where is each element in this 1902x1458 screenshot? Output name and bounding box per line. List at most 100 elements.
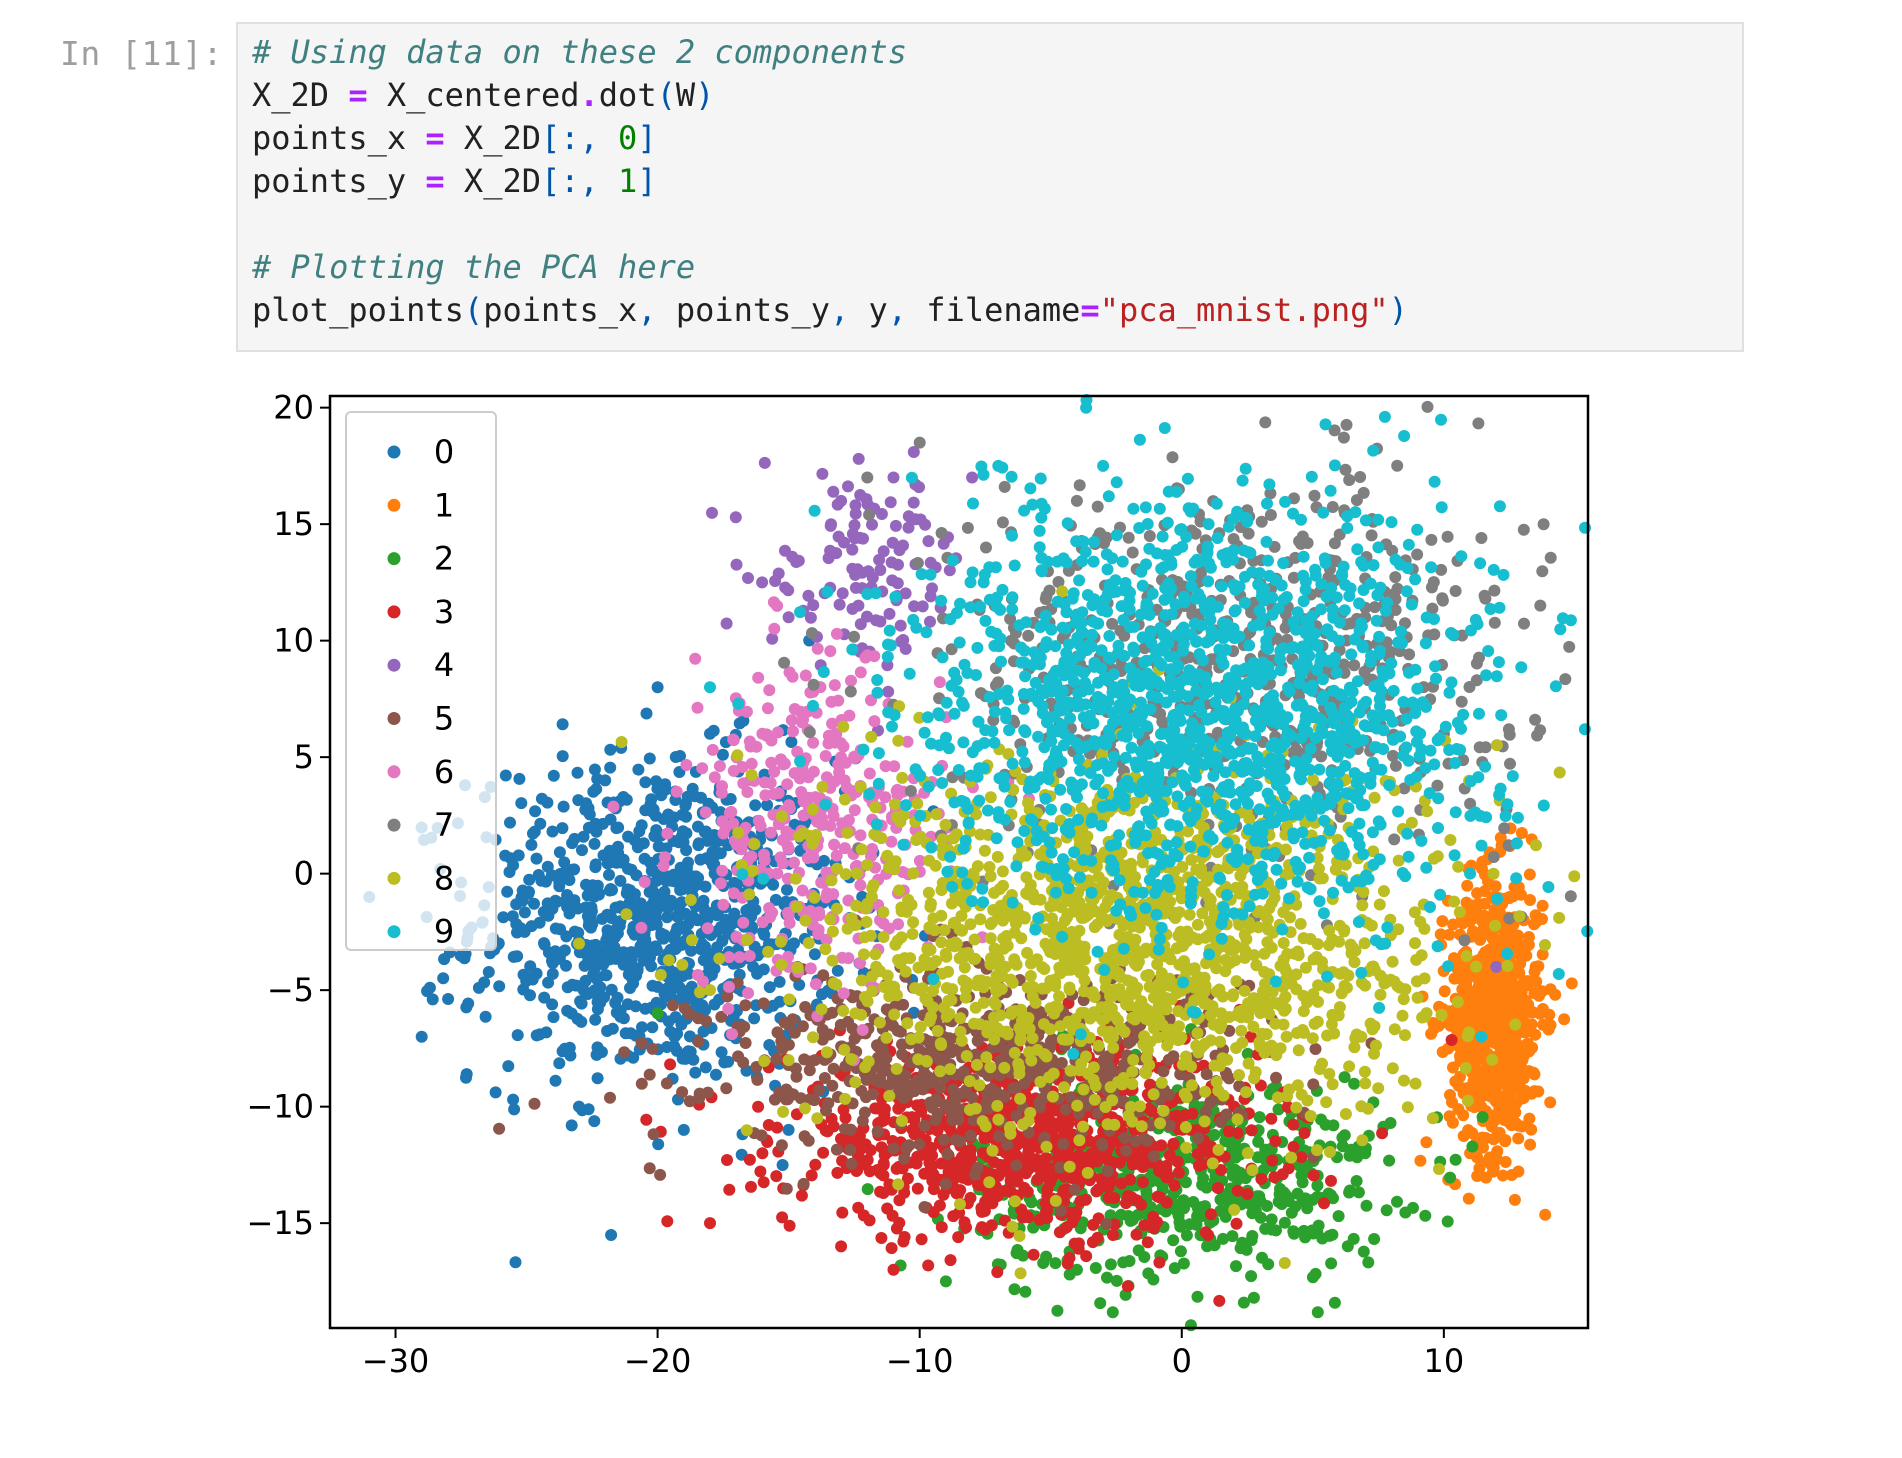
point-class-4 <box>887 471 900 484</box>
point-class-8 <box>1386 1062 1399 1075</box>
point-class-4 <box>857 532 869 545</box>
point-class-2 <box>1306 1271 1319 1284</box>
point-class-7 <box>911 557 924 569</box>
point-class-7 <box>913 436 926 449</box>
point-class-5 <box>1068 1183 1081 1196</box>
point-class-0 <box>566 863 579 876</box>
point-class-7 <box>803 726 816 739</box>
point-class-0 <box>507 1093 520 1106</box>
point-class-0 <box>604 761 617 774</box>
point-class-2 <box>1319 1118 1332 1131</box>
point-class-7 <box>1531 729 1544 742</box>
point-class-6 <box>863 767 876 780</box>
point-class-2 <box>1368 1233 1381 1245</box>
point-class-0 <box>553 880 566 893</box>
point-class-0 <box>577 830 590 843</box>
point-class-2 <box>1360 1199 1373 1212</box>
code-token: points_x <box>252 119 407 157</box>
code-cell[interactable]: # Using data on these 2 components X_2D =… <box>236 22 1744 352</box>
point-class-1 <box>1478 952 1491 964</box>
point-class-7 <box>1143 530 1156 542</box>
point-class-1 <box>1486 1001 1499 1013</box>
point-class-0 <box>671 1027 684 1040</box>
point-class-6 <box>745 850 758 863</box>
point-class-4 <box>883 607 896 620</box>
point-class-0 <box>587 785 600 798</box>
point-class-0 <box>692 839 705 852</box>
point-class-6 <box>774 753 787 766</box>
point-class-6 <box>717 898 730 911</box>
point-class-0 <box>524 989 536 1002</box>
point-class-1 <box>1524 894 1536 906</box>
point-class-6 <box>658 851 671 864</box>
code-token: # Using data on these 2 components <box>252 33 908 71</box>
point-class-1 <box>1491 1127 1504 1140</box>
point-class-5 <box>1059 1103 1072 1116</box>
point-class-0 <box>686 782 699 795</box>
point-class-7 <box>1391 459 1404 472</box>
point-class-8 <box>1421 805 1434 818</box>
code-token: = <box>406 162 464 200</box>
point-class-5 <box>1120 1144 1133 1157</box>
point-class-4 <box>758 456 771 469</box>
point-class-5 <box>692 1035 705 1048</box>
point-class-3 <box>1057 1184 1070 1197</box>
point-class-0 <box>580 797 593 810</box>
point-class-1 <box>1476 1131 1488 1144</box>
point-class-3 <box>1325 1174 1337 1187</box>
point-class-1 <box>1496 1169 1509 1182</box>
point-class-3 <box>947 1210 960 1223</box>
point-class-5 <box>700 1014 713 1027</box>
point-class-4 <box>852 599 865 612</box>
point-class-4 <box>832 530 845 543</box>
point-class-3 <box>704 1217 716 1230</box>
point-class-2 <box>1101 1271 1113 1284</box>
point-class-2 <box>1181 1151 1194 1164</box>
point-class-1 <box>1467 925 1479 938</box>
point-class-1 <box>1462 1192 1475 1205</box>
point-class-6 <box>733 951 746 964</box>
code-line: # Using data on these 2 components <box>252 32 907 72</box>
point-class-3 <box>1151 1216 1163 1228</box>
point-class-6 <box>796 884 809 897</box>
point-class-7 <box>1354 471 1367 483</box>
point-class-0 <box>709 836 722 849</box>
point-class-5 <box>676 1086 689 1099</box>
point-class-6 <box>811 642 824 655</box>
point-class-8 <box>837 720 850 733</box>
point-class-8 <box>825 874 838 887</box>
point-class-0 <box>589 1013 602 1026</box>
point-class-2 <box>1444 1171 1457 1184</box>
point-class-1 <box>1525 1087 1538 1100</box>
point-class-6 <box>828 679 841 692</box>
point-class-4 <box>884 496 897 509</box>
point-class-6 <box>714 877 727 890</box>
point-class-6 <box>783 917 796 929</box>
point-class-1 <box>1565 977 1578 990</box>
point-class-8 <box>892 734 905 747</box>
point-class-5 <box>788 1026 801 1039</box>
point-class-3 <box>754 1165 767 1178</box>
point-class-3 <box>1295 1151 1308 1164</box>
point-class-0 <box>692 820 704 833</box>
point-class-2 <box>1217 1232 1229 1245</box>
code-token: ) <box>1388 291 1408 329</box>
point-class-7 <box>1504 757 1516 770</box>
point-class-6 <box>812 923 825 936</box>
point-class-0 <box>763 981 776 994</box>
point-class-4 <box>835 494 848 507</box>
point-class-7 <box>1259 416 1272 429</box>
point-class-3 <box>885 1242 898 1255</box>
point-class-5 <box>869 1074 882 1087</box>
point-class-7 <box>1487 851 1500 863</box>
point-class-0 <box>674 884 687 896</box>
point-class-0 <box>611 926 624 939</box>
point-class-2 <box>1008 1283 1021 1296</box>
point-class-7 <box>1389 571 1402 584</box>
code-token: y <box>868 291 888 329</box>
point-class-0 <box>725 918 738 931</box>
point-class-2 <box>1195 1201 1208 1214</box>
point-class-0 <box>426 993 439 1006</box>
point-class-2 <box>1336 1131 1349 1144</box>
point-class-6 <box>638 876 651 888</box>
